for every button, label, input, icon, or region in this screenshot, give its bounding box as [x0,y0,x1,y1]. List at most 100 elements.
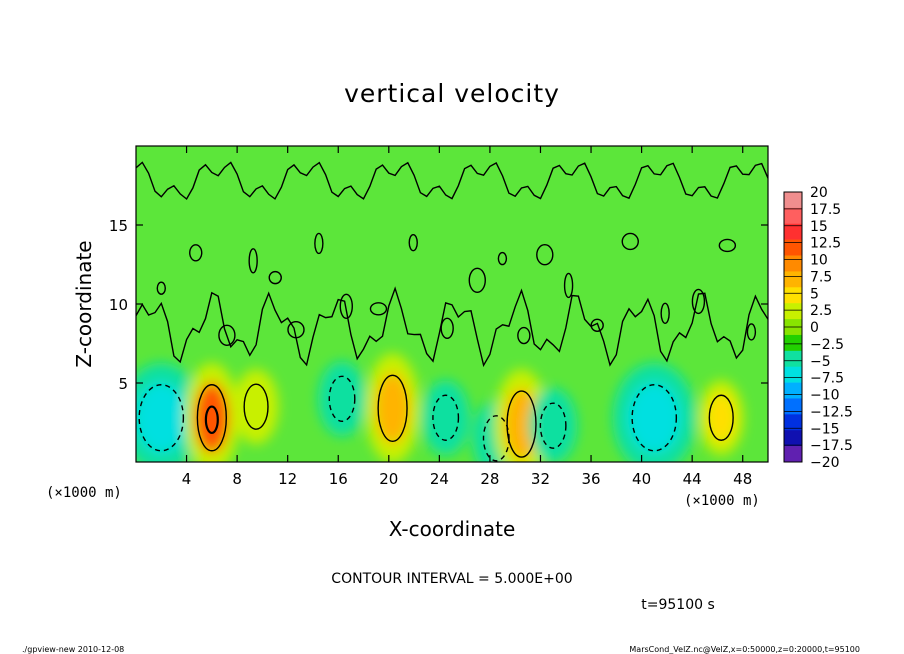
x-tick-label-2: 12 [278,470,297,488]
field-core-10 [707,393,736,442]
colorbar-label-3: 12.5 [810,236,841,252]
cell-contour-1 [189,244,203,262]
x-tick-label-7: 32 [531,470,550,488]
contour-line-2 [243,383,269,430]
x-tick-label-8: 36 [581,470,600,488]
x-tick-label-1: 8 [232,470,242,488]
plot-area [136,146,768,462]
x-tick-label-10: 44 [683,470,702,488]
contour-line-3 [328,375,356,422]
colorbar-swatch-3 [784,239,802,256]
colorbar-swatch-9 [784,334,802,352]
colorbar-swatch-15 [784,430,802,447]
colorbar-swatch-1 [784,207,802,225]
field-core-9 [628,382,681,453]
cell-contour-2 [218,324,236,347]
x-tick-label-4: 20 [379,470,398,488]
colorbar-label-4: 10 [810,253,828,269]
colorbar-label-1: 17.5 [810,202,841,218]
cell-contour-9 [408,233,418,252]
field-core-4 [375,373,410,444]
cell-contour-14 [536,244,554,266]
cell-contour-6 [314,232,324,255]
cell-contour-21 [746,323,757,341]
colorbar-swatch-13 [784,398,802,415]
field-core-0 [136,382,188,453]
contour-line-4 [377,374,408,442]
colorbar-swatch-12 [784,382,802,399]
x-tick-label-5: 24 [430,470,449,488]
contour-line-0 [138,384,185,452]
x-tick-label-3: 16 [329,470,348,488]
y-unit-label: (×1000 m) [46,485,122,501]
time-text: t=95100 s [641,597,715,613]
colorbar-label-9: −2.5 [810,337,844,353]
x-tick-label-9: 40 [632,470,651,488]
contour-line-5 [432,394,460,441]
cell-contour-4 [268,270,282,285]
contour-line-1 [196,384,227,452]
cell-contour-11 [468,267,486,294]
cell-contour-3 [248,248,258,274]
cell-contour-12 [497,251,508,266]
colorbar-label-2: 15 [810,219,828,235]
colorbar-swatch-16 [784,446,802,463]
colorbar-label-15: −17.5 [810,438,853,454]
colorbar-label-6: 5 [810,286,819,302]
colorbar-label-10: −5 [810,354,831,370]
colorbar-swatch-5 [784,271,802,288]
field-core-5 [430,393,461,442]
field-core-3 [327,374,358,423]
colorbar-label-14: −15 [810,421,840,437]
colorbar-label-11: −7.5 [810,371,844,387]
colorbar-label-0: 20 [810,185,828,201]
field-core-8 [538,401,569,450]
contour-inner-1 [204,405,219,435]
cell-contour-16 [590,318,604,333]
y-axis-label: Z-coordinate [72,240,96,367]
colorbar-label-13: −12.5 [810,404,853,420]
footer-right: MarsCond_VelZ.nc@VelZ,x=0:50000,z=0:2000… [629,645,860,654]
cell-contour-18 [660,302,670,325]
y-tick-label-2: 15 [109,217,128,235]
colorbar-swatch-2 [784,223,802,240]
x-tick-label-0: 4 [182,470,192,488]
colorbar-swatch-14 [784,414,802,431]
cell-contour-0 [156,281,166,295]
cell-contour-10 [440,317,454,340]
x-tick-label-6: 28 [480,470,499,488]
colorbar-label-7: 2.5 [810,303,832,319]
colorbar-swatch-11 [784,366,802,383]
cell-contour-15 [563,272,574,299]
zero-contour-lower [136,286,768,368]
x-tick-label-11: 48 [733,470,752,488]
colorbar-swatch-0 [784,192,802,209]
y-tick-label-0: 5 [118,375,128,393]
x-axis-label: X-coordinate [389,517,516,541]
colorbar-label-5: 7.5 [810,269,832,285]
colorbar: 2017.51512.5107.552.50−2.5−5−7.5−10−12.5… [783,185,853,471]
field-core-7 [504,388,539,460]
cell-contour-8 [369,302,388,316]
y-tick-label-1: 10 [109,296,128,314]
chart-title: vertical velocity [344,79,560,108]
colorbar-swatch-4 [784,255,802,272]
colorbar-swatch-10 [784,350,802,368]
contour-line-9 [631,384,678,452]
x-unit-label: (×1000 m) [684,493,760,509]
contour-line-8 [539,402,567,449]
cell-contour-19 [691,288,706,315]
cell-contour-5 [287,320,305,339]
cell-contour-13 [517,326,531,345]
colorbar-swatch-6 [784,287,802,304]
contour-line-7 [506,390,537,458]
zero-contour-upper [136,161,768,201]
cell-contour-17 [621,232,639,251]
cell-contour-20 [718,238,737,253]
contour-line-10 [708,394,734,441]
colorbar-label-12: −10 [810,388,840,404]
colorbar-label-16: −20 [810,455,840,471]
footer-left: ./gpview-new 2010-12-08 [22,645,124,654]
field-core-2 [242,382,271,431]
